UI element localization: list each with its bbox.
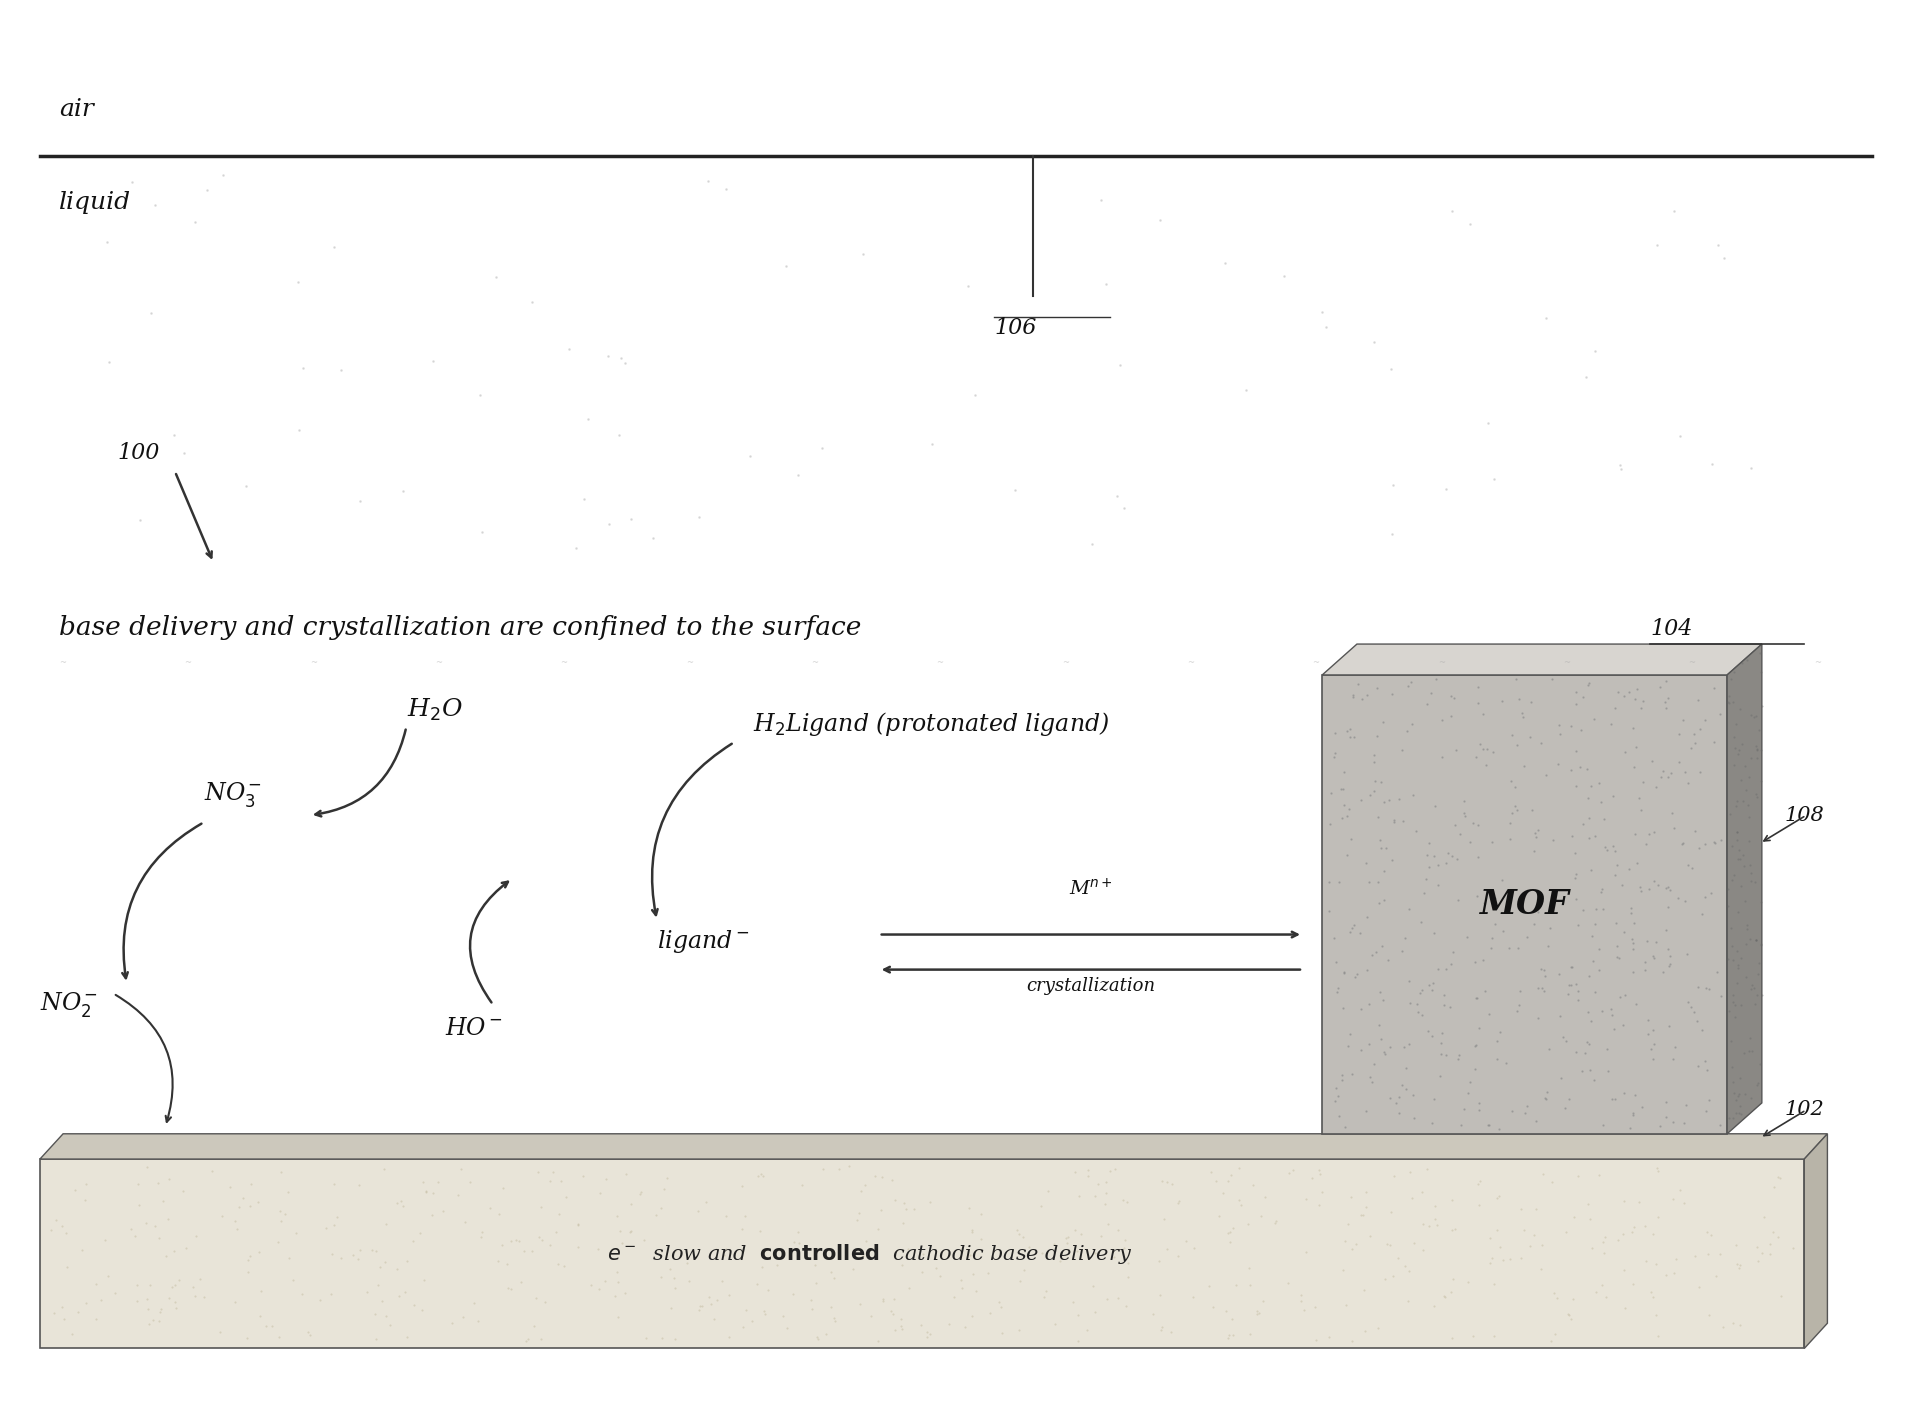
Text: ~: ~ <box>1687 658 1695 666</box>
Text: H$_2$Ligand (protonated ligand): H$_2$Ligand (protonated ligand) <box>753 710 1110 738</box>
Text: ~: ~ <box>1812 658 1820 666</box>
Text: H$_2$O: H$_2$O <box>407 697 463 723</box>
Text: ~: ~ <box>1312 658 1318 666</box>
Text: ligand$^-$: ligand$^-$ <box>656 928 749 955</box>
Text: ~: ~ <box>1438 658 1444 666</box>
Text: ~: ~ <box>811 658 818 666</box>
Text: ~: ~ <box>1187 658 1193 666</box>
Text: ~: ~ <box>560 658 567 666</box>
Text: HO$^-$: HO$^-$ <box>444 1017 502 1040</box>
Text: ~: ~ <box>60 658 66 666</box>
Polygon shape <box>41 1133 1826 1159</box>
Text: MOF: MOF <box>1478 887 1569 921</box>
Text: liquid: liquid <box>60 191 131 214</box>
Polygon shape <box>1322 644 1760 675</box>
Text: 100: 100 <box>118 443 160 464</box>
Bar <box>41 1159 1803 1348</box>
Polygon shape <box>1725 644 1760 1133</box>
Text: ~: ~ <box>1563 658 1569 666</box>
Text: ~: ~ <box>936 658 944 666</box>
Text: 104: 104 <box>1648 617 1691 640</box>
Text: NO$_2^-$: NO$_2^-$ <box>41 990 98 1019</box>
Text: ~: ~ <box>1062 658 1069 666</box>
Text: base delivery and crystallization are confined to the surface: base delivery and crystallization are co… <box>60 614 861 640</box>
Text: NO$_3^-$: NO$_3^-$ <box>205 780 262 808</box>
Text: crystallization: crystallization <box>1025 977 1154 994</box>
Bar <box>1322 675 1725 1133</box>
Text: ~: ~ <box>309 658 317 666</box>
Text: ~: ~ <box>434 658 442 666</box>
Text: ~: ~ <box>185 658 191 666</box>
Text: ~: ~ <box>685 658 693 666</box>
Text: air: air <box>60 97 95 121</box>
Text: $\mathit{e}^-$  slow and  $\bf{controlled}$  cathodic base delivery: $\mathit{e}^-$ slow and $\bf{controlled}… <box>606 1241 1131 1265</box>
Text: 102: 102 <box>1783 1101 1824 1119</box>
Polygon shape <box>1803 1133 1826 1348</box>
Text: 106: 106 <box>994 318 1036 339</box>
Text: 108: 108 <box>1783 806 1824 825</box>
Text: M$^{n+}$: M$^{n+}$ <box>1069 879 1112 900</box>
